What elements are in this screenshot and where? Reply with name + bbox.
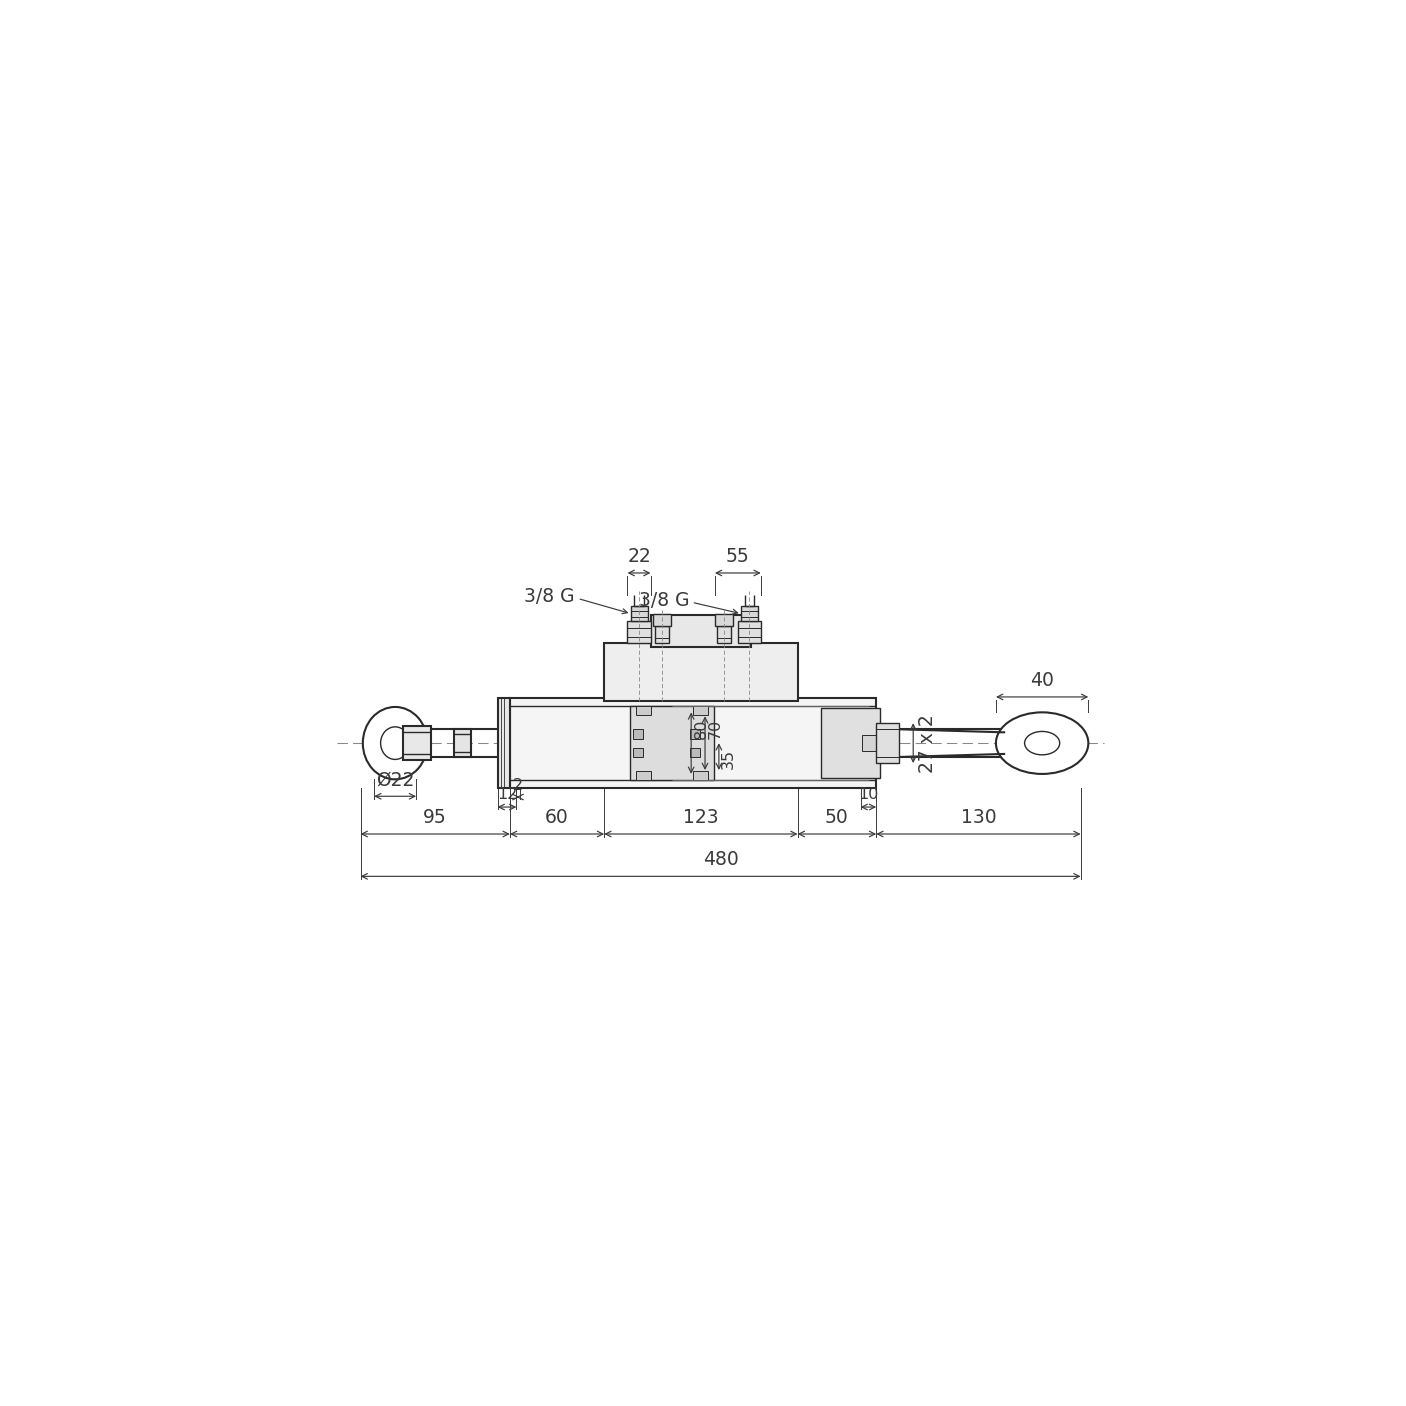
Bar — [655, 626, 669, 643]
Bar — [689, 748, 700, 756]
Text: 3/8 G: 3/8 G — [638, 591, 689, 610]
Bar — [717, 626, 731, 643]
Bar — [510, 699, 876, 787]
Text: 130: 130 — [960, 808, 997, 827]
Text: 95: 95 — [423, 808, 447, 827]
Text: 12: 12 — [496, 787, 517, 801]
Bar — [627, 621, 651, 643]
Text: 50: 50 — [825, 808, 849, 827]
Text: 22: 22 — [627, 547, 651, 567]
Text: 3/8 G: 3/8 G — [524, 588, 575, 606]
Bar — [630, 606, 648, 621]
Ellipse shape — [1025, 731, 1060, 755]
Ellipse shape — [381, 727, 409, 759]
Bar — [636, 770, 651, 780]
Text: 35: 35 — [721, 748, 737, 769]
Bar — [630, 706, 714, 780]
Bar — [876, 723, 900, 763]
Text: 70: 70 — [707, 718, 723, 740]
Bar — [693, 706, 709, 716]
Ellipse shape — [363, 707, 427, 779]
Text: Ø22: Ø22 — [375, 770, 415, 789]
Bar — [605, 643, 797, 700]
Text: 2: 2 — [513, 778, 523, 793]
Bar — [633, 748, 644, 756]
Text: 123: 123 — [683, 808, 718, 827]
Bar — [651, 614, 751, 647]
Bar — [636, 706, 651, 716]
Bar — [862, 735, 876, 751]
Bar — [714, 614, 734, 626]
Text: 480: 480 — [703, 851, 738, 869]
Text: 27 x 2: 27 x 2 — [918, 714, 936, 772]
Bar — [693, 770, 709, 780]
Text: 10: 10 — [858, 787, 879, 801]
Text: 55: 55 — [725, 547, 749, 567]
Bar — [652, 614, 672, 626]
Text: 40: 40 — [1031, 671, 1054, 690]
Bar — [821, 709, 880, 778]
Text: 60: 60 — [546, 808, 569, 827]
Bar — [633, 730, 644, 738]
Bar — [741, 606, 758, 621]
Bar — [454, 730, 471, 756]
Bar — [738, 621, 761, 643]
Bar — [404, 725, 432, 761]
Bar — [498, 699, 510, 787]
Text: 80: 80 — [693, 718, 709, 740]
Bar — [689, 730, 700, 738]
Ellipse shape — [995, 713, 1088, 773]
